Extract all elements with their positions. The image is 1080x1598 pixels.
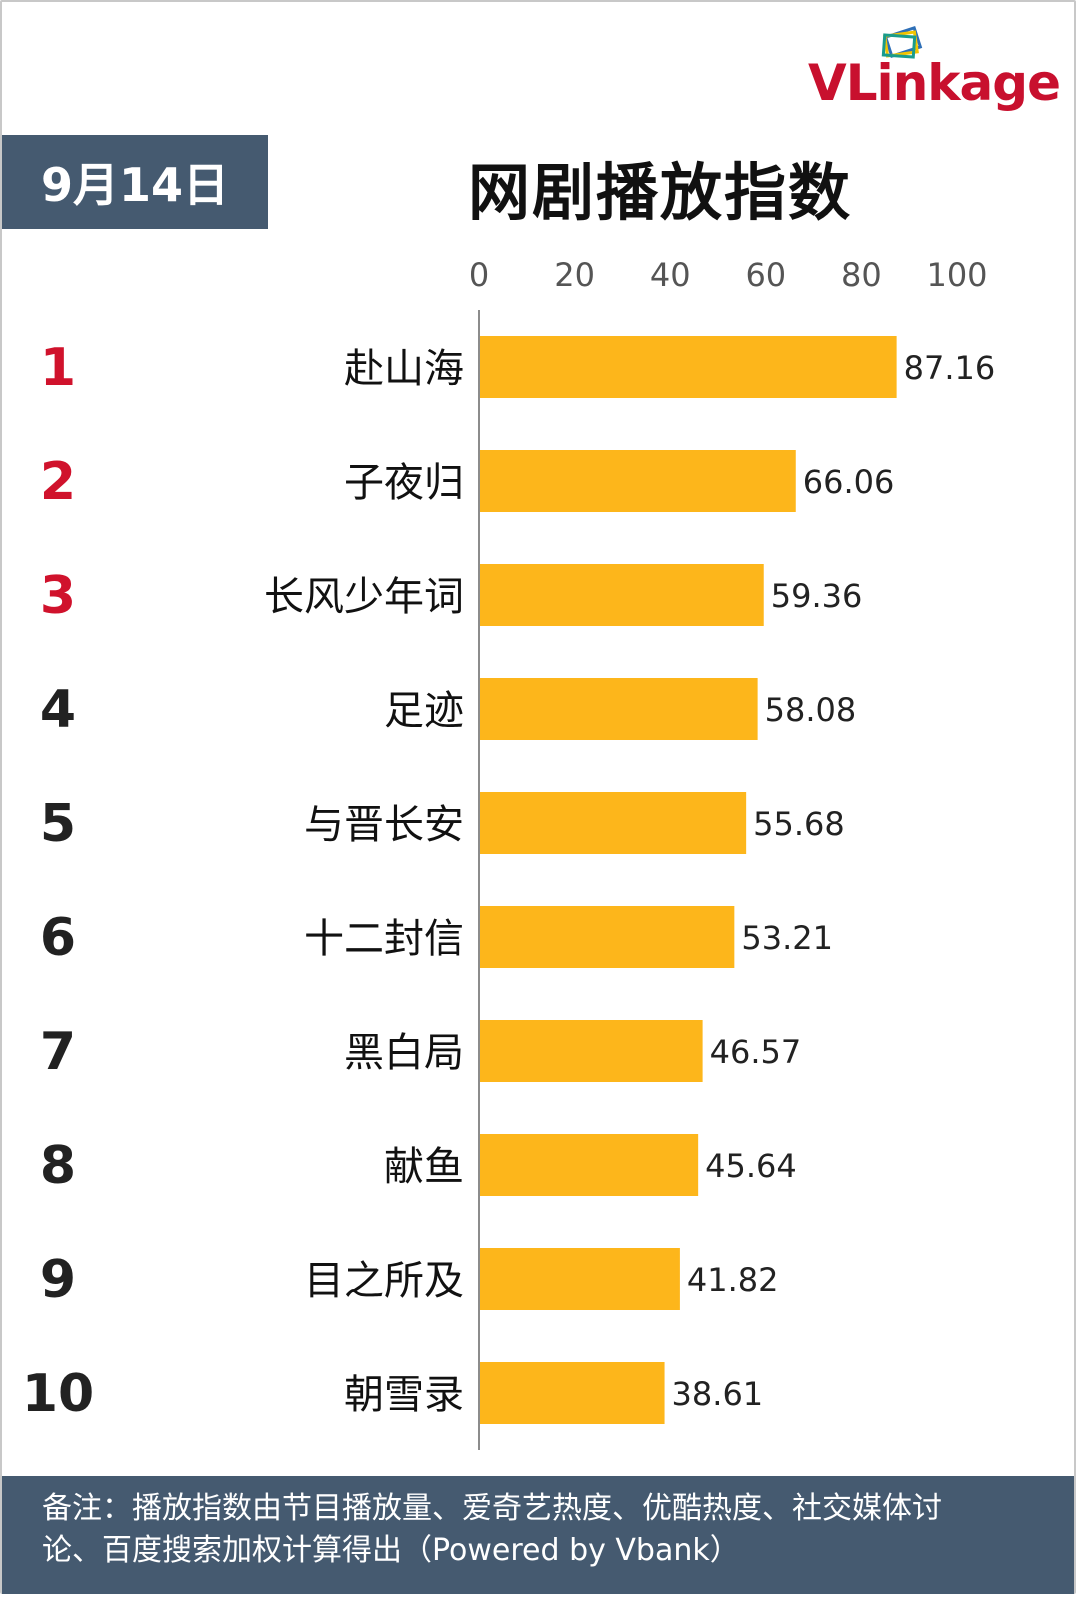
rank-number: 7 bbox=[40, 1022, 76, 1082]
value-label: 66.06 bbox=[803, 463, 895, 501]
value-label: 38.61 bbox=[672, 1375, 764, 1413]
vlinkage-logo: VLinkage bbox=[808, 22, 1061, 122]
rank-number: 2 bbox=[40, 452, 76, 512]
rank-number: 1 bbox=[40, 338, 76, 398]
logo-cards-icon bbox=[881, 25, 923, 59]
footer-note-line-2: 论、百度搜索加权计算得出（Powered by Vbank） bbox=[42, 1533, 740, 1568]
rank-number: 8 bbox=[40, 1136, 76, 1196]
value-label: 87.16 bbox=[904, 349, 996, 387]
x-tick-label: 60 bbox=[745, 256, 786, 294]
category-label: 黑白局 bbox=[344, 1030, 464, 1076]
footer-note: 备注：播放指数由节目播放量、爱奇艺热度、优酷热度、社交媒体讨 论、百度搜索加权计… bbox=[2, 1476, 1074, 1594]
x-tick-label: 80 bbox=[841, 256, 882, 294]
category-label: 目之所及 bbox=[304, 1258, 464, 1304]
bar bbox=[480, 1134, 699, 1196]
bar bbox=[480, 564, 764, 626]
value-label: 58.08 bbox=[765, 691, 857, 729]
logo-text: VLinkage bbox=[808, 54, 1061, 112]
rank-number: 6 bbox=[40, 908, 76, 968]
bar bbox=[480, 906, 735, 968]
rank-number: 3 bbox=[40, 566, 76, 626]
bar bbox=[480, 450, 796, 512]
value-label: 59.36 bbox=[771, 577, 863, 615]
value-label: 55.68 bbox=[753, 805, 845, 843]
x-tick-label: 20 bbox=[554, 256, 595, 294]
chart-title: 网剧播放指数 bbox=[467, 156, 852, 229]
category-label: 十二封信 bbox=[304, 916, 464, 962]
rank-number: 10 bbox=[22, 1364, 94, 1424]
x-tick-label: 0 bbox=[469, 256, 489, 294]
category-label: 朝雪录 bbox=[344, 1372, 464, 1418]
bar bbox=[480, 1020, 703, 1082]
value-label: 46.57 bbox=[710, 1033, 802, 1071]
category-label: 献鱼 bbox=[384, 1144, 464, 1190]
value-label: 53.21 bbox=[741, 919, 833, 957]
rank-number: 5 bbox=[40, 794, 76, 854]
category-label: 与晋长安 bbox=[304, 802, 464, 848]
bar bbox=[480, 1248, 680, 1310]
bar bbox=[480, 678, 758, 740]
x-tick-label: 100 bbox=[926, 256, 987, 294]
category-label: 足迹 bbox=[384, 688, 464, 734]
bar bbox=[480, 792, 747, 854]
footer-note-line-1: 备注：播放指数由节目播放量、爱奇艺热度、优酷热度、社交媒体讨 bbox=[42, 1491, 942, 1526]
category-label: 长风少年词 bbox=[264, 574, 464, 620]
rank-number: 4 bbox=[40, 680, 76, 740]
value-label: 45.64 bbox=[705, 1147, 797, 1185]
value-label: 41.82 bbox=[687, 1261, 779, 1299]
date-label: 9月14日 bbox=[2, 135, 268, 229]
category-label: 赴山海 bbox=[344, 346, 464, 392]
bar bbox=[480, 1362, 665, 1424]
rank-number: 9 bbox=[40, 1250, 76, 1310]
bar bbox=[480, 336, 897, 398]
bar-chart: 0 20 40 60 80 100 1 赴山海 87.16 2 子夜归 66.06 3 长风少年词 59.3… bbox=[22, 256, 996, 1450]
x-tick-label: 40 bbox=[650, 256, 691, 294]
category-label: 子夜归 bbox=[344, 460, 464, 506]
